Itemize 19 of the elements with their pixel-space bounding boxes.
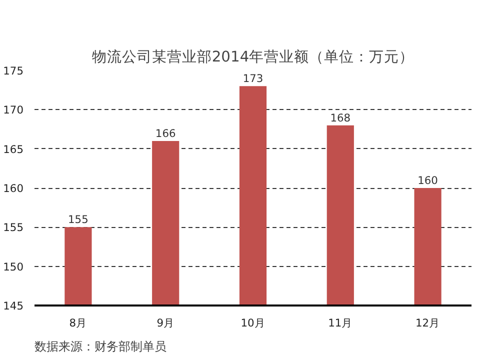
source-note: 数据来源：财务部制单员 bbox=[34, 340, 166, 354]
x-tick-label: 8月 bbox=[69, 316, 88, 330]
y-tick-label: 145 bbox=[3, 300, 24, 312]
data-label: 166 bbox=[155, 127, 176, 140]
x-tick-label: 10月 bbox=[240, 316, 266, 330]
y-tick-label: 160 bbox=[3, 182, 24, 195]
x-tick-label: 9月 bbox=[156, 316, 174, 330]
y-tick-label: 165 bbox=[3, 142, 24, 156]
x-tick-label: 12月 bbox=[416, 316, 440, 330]
data-label: 173 bbox=[242, 72, 264, 86]
y-tick-label: 175 bbox=[3, 64, 24, 78]
data-label: 168 bbox=[330, 111, 351, 124]
chart-title: 物流公司某营业部2014年营业额（单位：万元） bbox=[92, 48, 414, 66]
y-tick-label: 155 bbox=[3, 221, 24, 234]
y-tick-label: 170 bbox=[3, 104, 24, 117]
x-tick-label: 11月 bbox=[328, 316, 353, 330]
data-label: 155 bbox=[68, 213, 88, 226]
y-tick-label: 150 bbox=[3, 260, 24, 274]
data-label: 160 bbox=[418, 174, 438, 187]
